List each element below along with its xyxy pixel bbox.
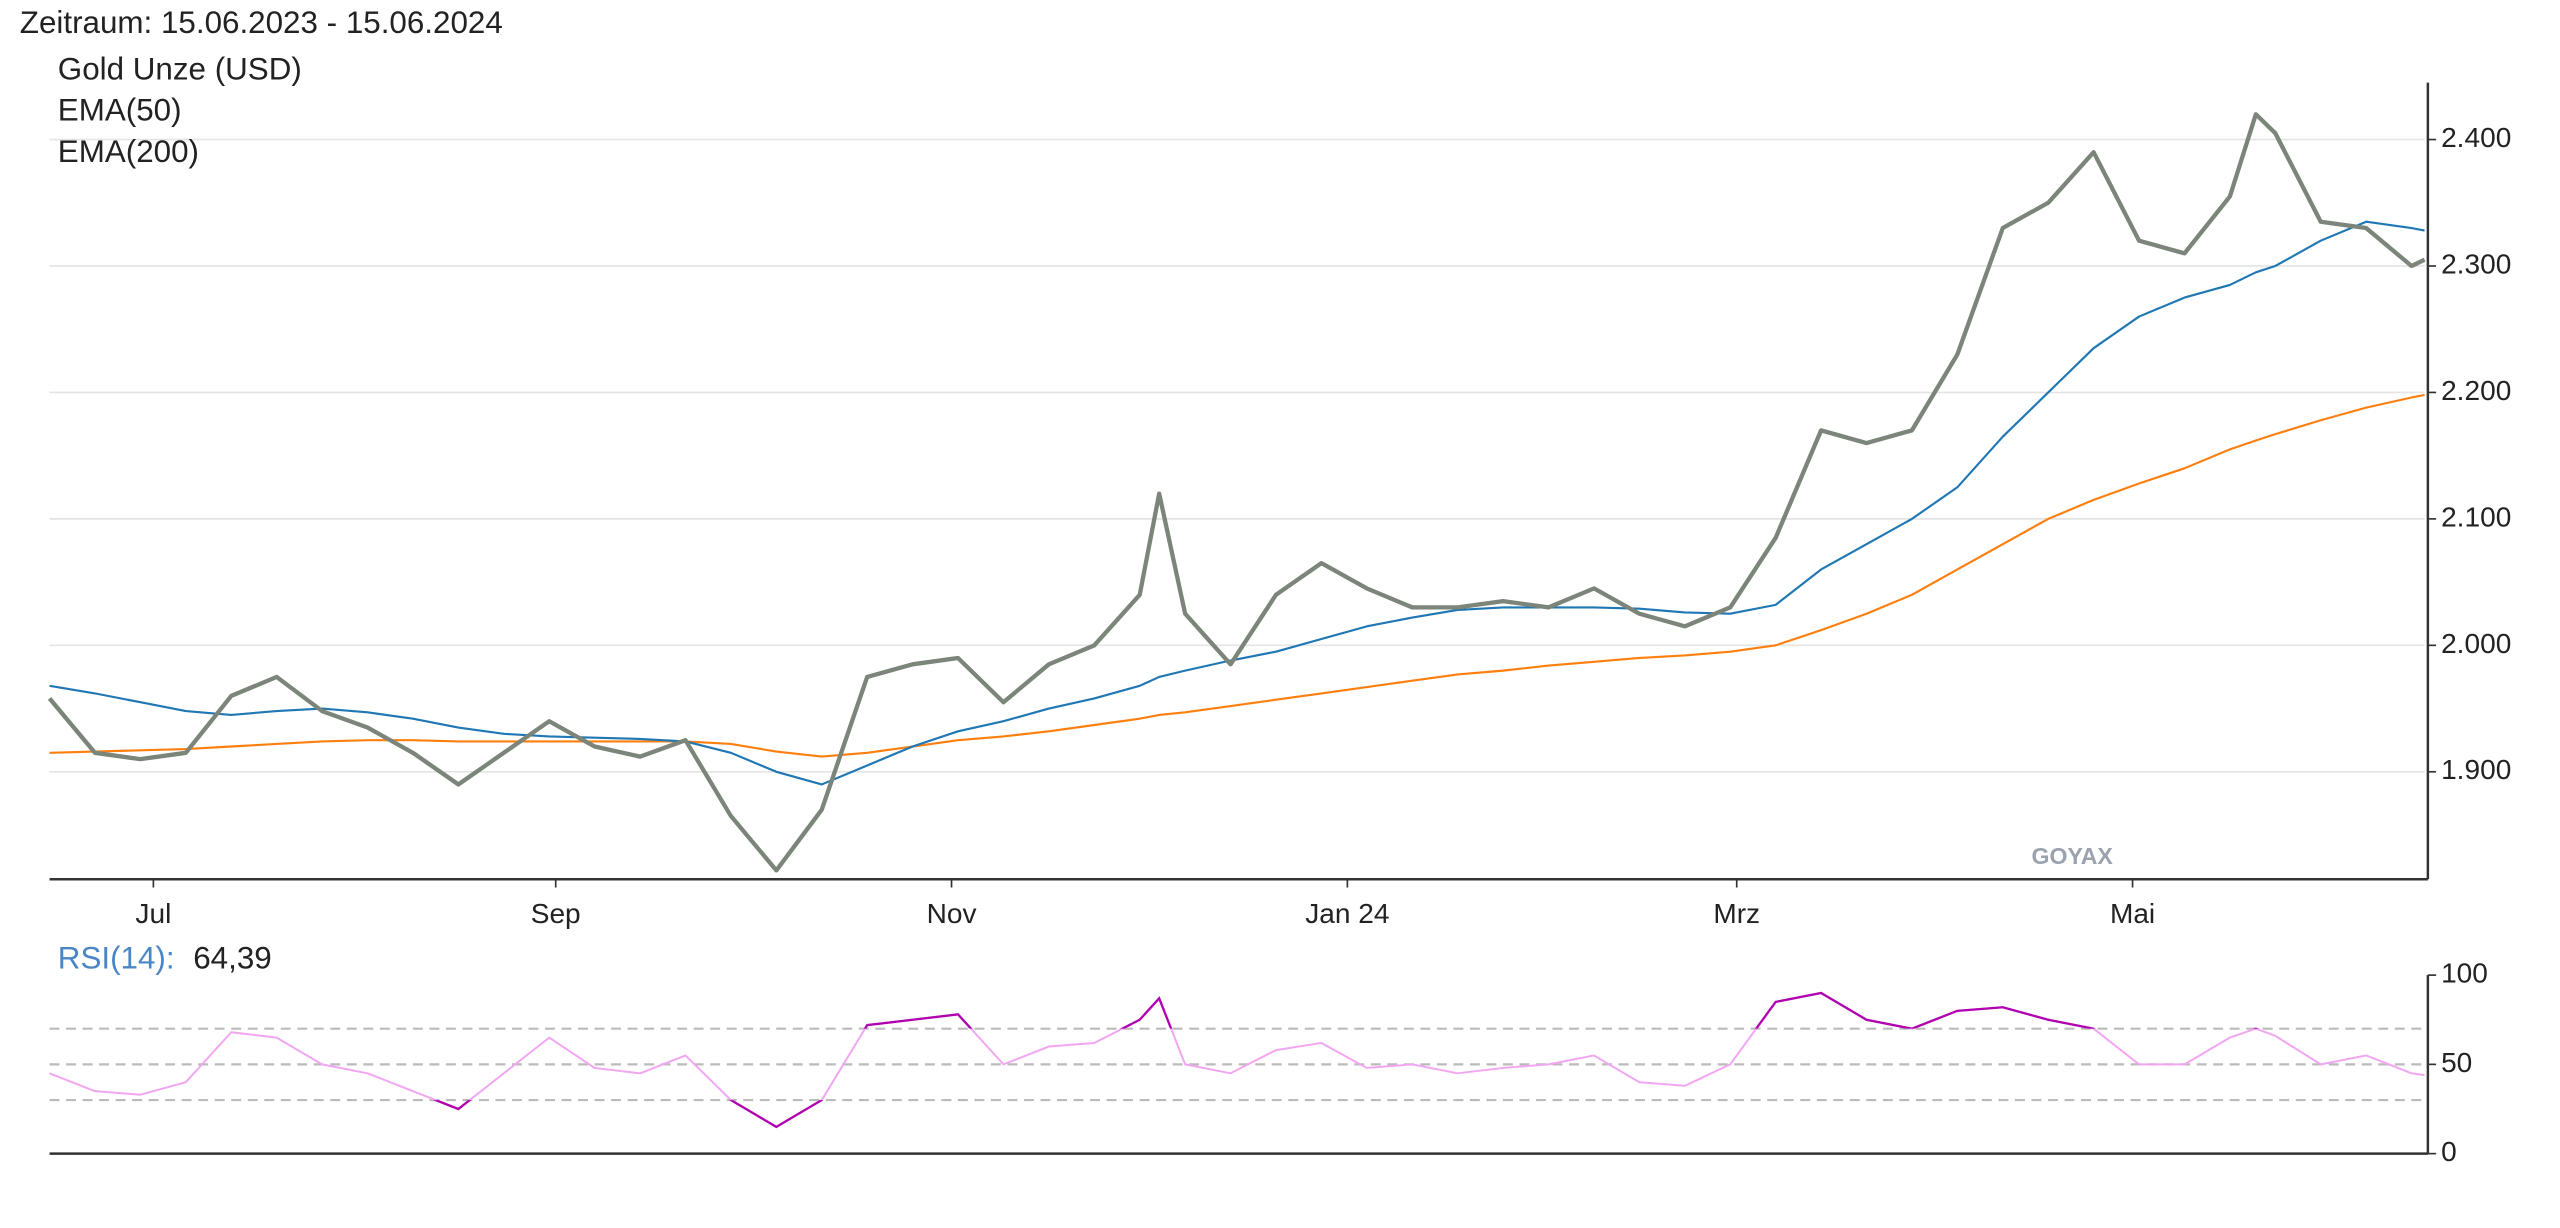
series-line-extreme [863, 991, 2260, 1029]
legend-entry: EMA(50) [58, 93, 182, 128]
rsi-current: 64,39 [193, 941, 271, 976]
series-line [47, 112, 2426, 873]
series-line [49, 393, 2425, 758]
x-tick-label: Jul [135, 898, 171, 929]
y-tick-label: 2.100 [2441, 501, 2511, 532]
y-tick-label: 2.300 [2441, 248, 2511, 279]
y-tick-label: 50 [2441, 1047, 2472, 1078]
series-line [49, 220, 2425, 786]
legend-entry: EMA(200) [58, 134, 199, 169]
x-tick-label: Sep [531, 898, 581, 929]
series-line [49, 991, 2425, 1128]
x-tick-label: Jan 24 [1305, 898, 1389, 929]
legend-entry: Gold Unze (USD) [58, 51, 302, 86]
y-tick-label: 1.900 [2441, 754, 2511, 785]
x-tick-label: Mai [2110, 898, 2155, 929]
y-tick-label: 2.000 [2441, 628, 2511, 659]
y-tick-label: 100 [2441, 958, 2488, 989]
y-tick-label: 0 [2441, 1136, 2457, 1167]
rsi-label: RSI(14): [58, 941, 175, 976]
x-tick-label: Nov [927, 898, 977, 929]
chart-title: Zeitraum: 15.06.2023 - 15.06.2024 [20, 5, 503, 40]
series-line-extreme [432, 1100, 824, 1129]
x-tick-label: Mrz [1713, 898, 1760, 929]
y-tick-label: 2.400 [2441, 122, 2511, 153]
watermark: GOYAX [2031, 843, 2113, 869]
y-tick-label: 2.200 [2441, 375, 2511, 406]
